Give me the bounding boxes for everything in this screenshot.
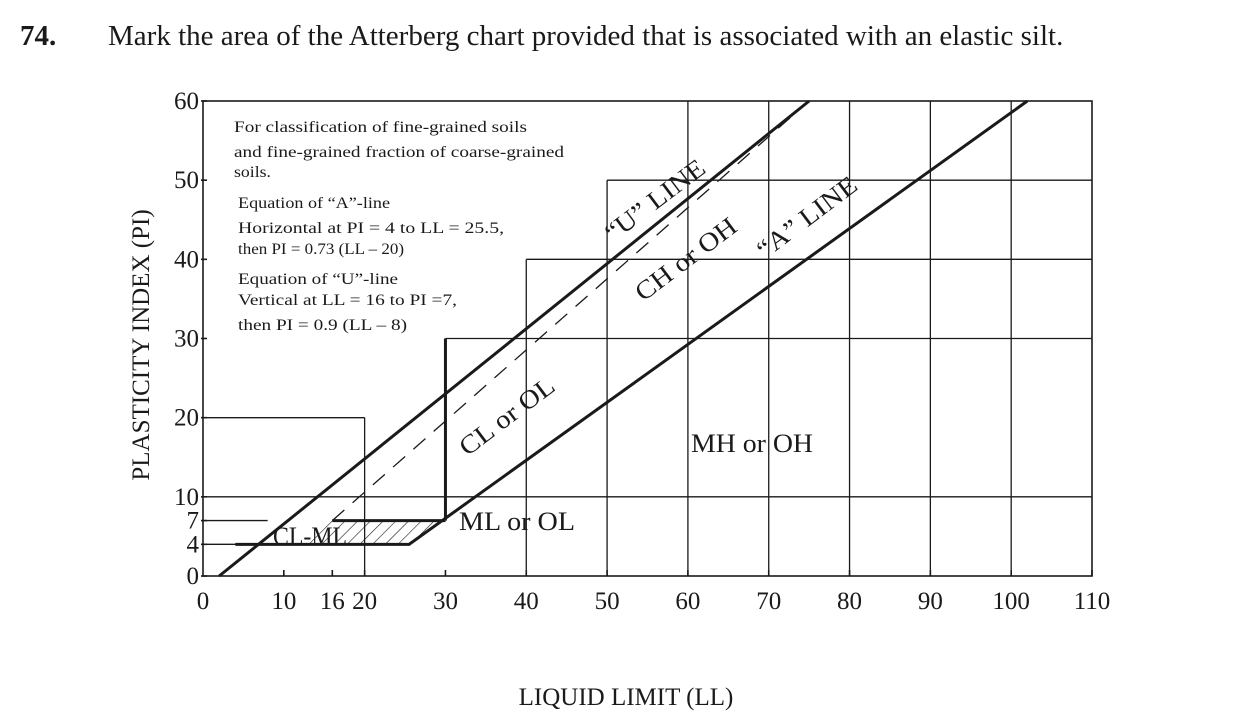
x-tick-label: 70: [756, 588, 781, 615]
y-tick-label: 4: [187, 531, 200, 558]
region-label: ML or OL: [459, 507, 575, 536]
y-tick-label: 60: [174, 88, 199, 115]
y-axis-label: PLASTICITY INDEX (PI): [128, 209, 155, 480]
x-tick-label: 20: [352, 588, 377, 615]
x-tick-label: 80: [837, 588, 862, 615]
x-tick-label: 16: [320, 588, 345, 615]
x-tick-label: 10: [271, 588, 296, 615]
note-line: soils.: [234, 164, 271, 181]
u-line-label: “U” LINE: [599, 153, 711, 247]
cl-ml-hatch: [303, 520, 446, 545]
y-tick-label: 30: [174, 326, 199, 353]
y-tick-label: 40: [174, 246, 199, 273]
x-tick-label: 110: [1074, 588, 1111, 615]
y-tick-label: 0: [187, 563, 200, 590]
region-label: MH or OH: [691, 429, 813, 458]
x-tick-label: 40: [514, 588, 539, 615]
x-tick-label: 100: [992, 588, 1030, 615]
y-tick-label: 10: [174, 484, 199, 511]
note-line: Vertical at LL = 16 to PI =7,: [238, 292, 457, 309]
note-line: and fine-grained fraction of coarse-grai…: [234, 144, 564, 161]
note-line: Equation of “U”-line: [238, 271, 398, 288]
x-tick-label: 30: [433, 588, 458, 615]
y-tick-label: 20: [174, 405, 199, 432]
y-tick-label: 50: [174, 167, 199, 194]
upper-boundary-line: [218, 99, 811, 578]
x-axis-label: LIQUID LIMIT (LL): [518, 684, 734, 711]
note-line: then PI = 0.73 (LL – 20): [238, 241, 404, 258]
y-tick-label: 7: [187, 508, 200, 535]
a-line: [235, 99, 1029, 546]
note-line: Equation of “A”-line: [238, 195, 390, 212]
note-line: then PI = 0.9 (LL – 8): [238, 317, 407, 334]
region-label: CL-ML: [273, 522, 347, 551]
note-line: For classification of fine-grained soils: [234, 119, 527, 136]
x-tick-label: 90: [918, 588, 943, 615]
x-tick-label: 0: [197, 588, 210, 615]
x-tick-label: 60: [675, 588, 700, 615]
x-tick-label: 50: [595, 588, 620, 615]
note-line: Horizontal at PI = 4 to LL = 25.5,: [238, 220, 504, 237]
question-text: Mark the area of the Atterberg chart pro…: [108, 20, 1064, 52]
question-number: 74.: [20, 20, 57, 52]
a-line-label: “A” LINE: [751, 170, 863, 264]
